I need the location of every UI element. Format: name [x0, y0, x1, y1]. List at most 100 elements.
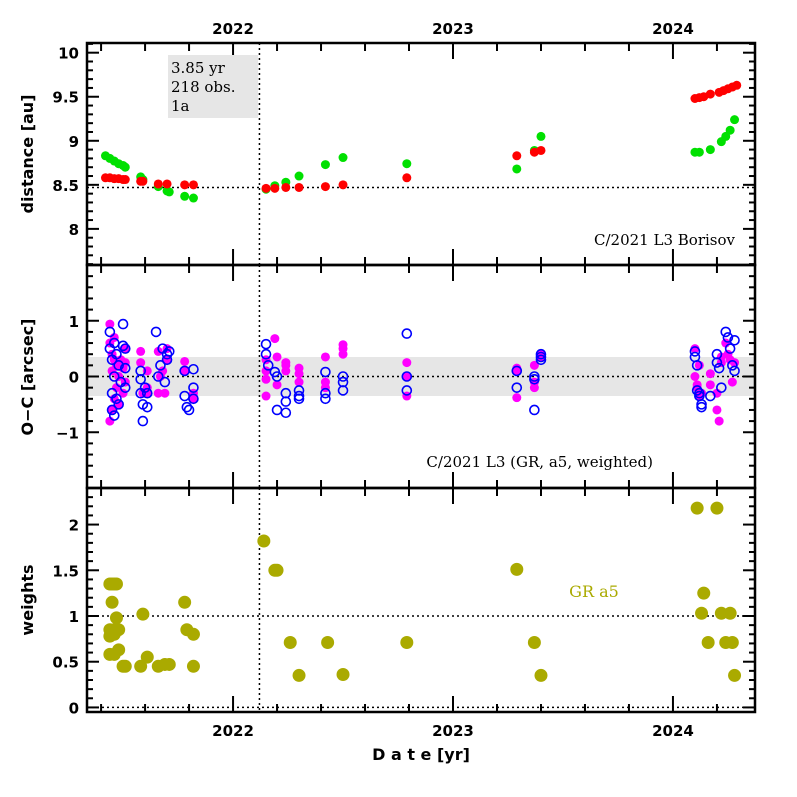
point-dec-residuals	[729, 334, 740, 346]
point-ra-residuals	[188, 394, 198, 404]
point-weights	[725, 636, 739, 650]
info-box-line-1: 3.85 yr	[171, 59, 226, 77]
point-geocentric-distance	[512, 164, 522, 174]
y-tick-label: 0	[69, 369, 79, 387]
point-geocentric-distance	[294, 171, 304, 181]
point-geocentric-distance	[694, 147, 704, 157]
point-weights	[728, 668, 742, 682]
point-ra-residuals	[705, 369, 715, 379]
point-heliocentric-distance	[188, 180, 198, 190]
point-ra-residuals	[281, 360, 291, 370]
point-dec-residuals	[320, 366, 331, 378]
point-ra-residuals	[261, 366, 271, 376]
point-ra-residuals	[705, 380, 715, 390]
point-weights	[107, 627, 121, 641]
point-dec-residuals	[108, 371, 120, 382]
y-tick-label: 8.5	[52, 177, 79, 195]
residuals-panel: −1 0 1	[56, 263, 757, 490]
weights-model-annotation: GR a5	[569, 582, 619, 601]
x-tick-label-bottom: 2023	[432, 722, 474, 740]
point-dec-residuals	[163, 346, 175, 357]
point-heliocentric-distance	[261, 183, 271, 193]
point-heliocentric-distance	[320, 182, 330, 192]
point-dec-residuals	[159, 376, 171, 388]
panel-frame	[85, 486, 757, 714]
point-dec-residuals	[113, 399, 124, 410]
point-heliocentric-distance	[536, 145, 546, 155]
point-weights	[723, 606, 737, 620]
point-dec-residuals	[320, 393, 331, 405]
point-ra-residuals	[690, 344, 700, 354]
point-dec-residuals	[155, 360, 166, 371]
point-heliocentric-distance	[732, 80, 742, 90]
point-dec-residuals	[150, 326, 162, 338]
point-dec-residuals	[113, 360, 124, 371]
point-dec-residuals	[141, 401, 153, 413]
point-dec-residuals	[691, 360, 703, 371]
point-weights	[292, 668, 306, 682]
point-heliocentric-distance	[512, 151, 522, 161]
point-dec-residuals	[119, 362, 131, 374]
y-tick-label: 10	[58, 45, 79, 63]
point-ra-residuals	[180, 356, 190, 366]
point-dec-residuals	[280, 396, 292, 407]
point-dec-residuals	[401, 385, 413, 396]
point-ra-residuals	[114, 399, 124, 409]
point-ra-residuals	[105, 319, 115, 329]
point-dec-residuals	[260, 348, 272, 360]
point-dec-residuals	[337, 371, 349, 382]
point-weights	[257, 534, 271, 548]
point-weights	[527, 636, 541, 650]
info-box-line-3: 1a	[171, 97, 190, 115]
point-weights	[186, 659, 200, 673]
point-ra-residuals	[402, 358, 412, 368]
point-ra-residuals	[402, 372, 412, 381]
point-heliocentric-distance	[705, 89, 715, 99]
point-dec-residuals	[119, 343, 131, 354]
y-tick-label: 9	[69, 133, 79, 151]
point-weights	[283, 636, 297, 650]
point-ra-residuals	[690, 372, 700, 381]
point-dec-residuals	[705, 390, 716, 402]
point-weights	[697, 586, 711, 600]
y-tick-label: 0.5	[52, 654, 79, 672]
point-weights	[336, 668, 350, 682]
point-weights	[186, 627, 200, 641]
point-heliocentric-distance	[120, 175, 130, 185]
point-ra-residuals	[153, 388, 163, 398]
point-ra-residuals	[294, 369, 304, 379]
point-geocentric-distance	[705, 145, 715, 155]
point-dec-residuals	[111, 393, 122, 405]
x-tick-label-bottom: 2024	[652, 722, 694, 740]
y-tick-label: 1	[69, 608, 79, 626]
point-weights	[162, 657, 176, 671]
point-ra-residuals	[727, 377, 737, 387]
point-weights	[140, 650, 154, 664]
point-weights	[270, 563, 284, 577]
point-dec-residuals	[713, 362, 725, 374]
y-tick-label: 9.5	[52, 89, 79, 107]
point-weights	[321, 636, 335, 650]
point-dec-residuals	[293, 393, 305, 405]
point-geocentric-distance	[188, 193, 198, 203]
point-weights	[105, 595, 119, 609]
point-heliocentric-distance	[180, 180, 190, 190]
point-dec-residuals	[529, 373, 540, 385]
x-tick-label-bottom: 2022	[212, 722, 254, 740]
point-heliocentric-distance	[281, 182, 291, 192]
point-dec-residuals	[401, 328, 413, 339]
point-dec-residuals	[181, 401, 193, 413]
point-dec-residuals	[139, 382, 151, 393]
y-tick-label: 8	[69, 221, 79, 239]
point-dec-residuals	[271, 371, 283, 382]
point-weights	[695, 606, 709, 620]
x-tick-label-top: 2024	[652, 20, 694, 38]
point-geocentric-distance	[730, 115, 740, 125]
point-dec-residuals	[262, 360, 274, 371]
point-dec-residuals	[271, 404, 283, 416]
point-dec-residuals	[720, 326, 732, 338]
point-weights	[400, 636, 414, 650]
point-ra-residuals	[270, 334, 280, 344]
point-dec-residuals	[511, 382, 523, 393]
point-ra-residuals	[529, 360, 539, 370]
